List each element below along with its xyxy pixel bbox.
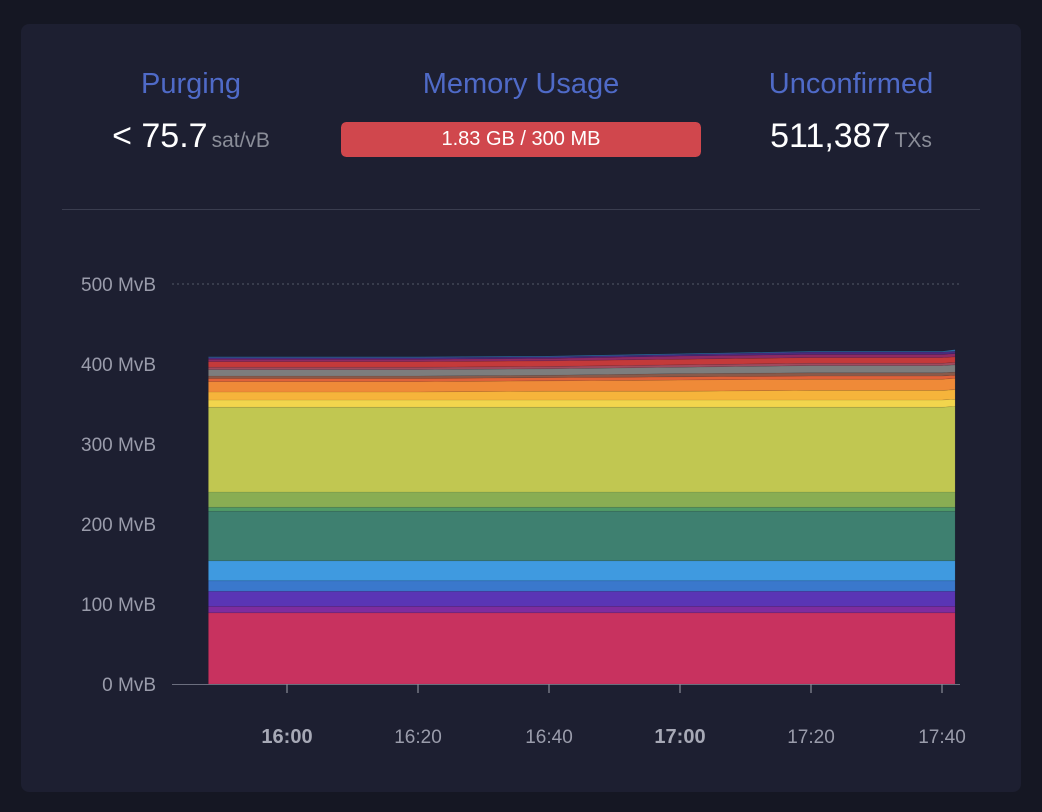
unconfirmed-value-row: 511,387 TXs <box>741 116 961 161</box>
y-tick-label: 100 MvB <box>81 595 156 616</box>
x-tick-label: 16:20 <box>394 727 442 748</box>
y-tick-label: 400 MvB <box>81 355 156 376</box>
area-series-20 <box>208 349 956 358</box>
area-series-7 <box>208 506 956 512</box>
x-tick-label: 16:40 <box>525 727 573 748</box>
y-tick-label: 200 MvB <box>81 515 156 536</box>
x-tick-label: 17:00 <box>654 726 705 748</box>
y-tick-label: 0 MvB <box>102 675 156 696</box>
area-series-9 <box>208 406 956 493</box>
purging-stat: Purging < 75.7 sat/vB <box>81 66 301 161</box>
area-series-5 <box>208 560 956 582</box>
x-tick-label: 16:00 <box>261 726 312 748</box>
memory-usage-stat: Memory Usage 1.83 GB / 300 MB <box>331 66 711 157</box>
area-series-8 <box>208 491 956 508</box>
area-series-2 <box>208 606 956 614</box>
x-tick-label: 17:20 <box>787 727 835 748</box>
area-series-10 <box>208 398 956 408</box>
area-series-4 <box>208 580 956 592</box>
unconfirmed-title: Unconfirmed <box>768 68 934 100</box>
y-tick-label: 500 MvB <box>81 275 156 296</box>
area-series-1 <box>208 612 956 685</box>
purging-value-row: < 75.7 sat/vB <box>81 116 301 161</box>
area-series-3 <box>208 590 956 607</box>
purging-title: Purging <box>141 68 241 100</box>
area-series-6 <box>208 510 956 562</box>
memory-usage-title: Memory Usage <box>422 68 620 100</box>
x-tick-label: 17:40 <box>918 727 966 748</box>
unconfirmed-stat: Unconfirmed 511,387 TXs <box>741 66 961 161</box>
unconfirmed-value: 511,387 <box>770 117 891 155</box>
divider <box>62 209 980 210</box>
memory-usage-bar-fill <box>341 122 701 157</box>
purging-unit: sat/vB <box>211 129 270 152</box>
memory-usage-bar: 1.83 GB / 300 MB <box>341 122 701 157</box>
y-tick-label: 300 MvB <box>81 435 156 456</box>
memory-usage-label: 1.83 GB / 300 MB <box>441 128 601 150</box>
unconfirmed-unit: TXs <box>894 129 932 152</box>
purging-value: < 75.7 <box>112 117 208 155</box>
